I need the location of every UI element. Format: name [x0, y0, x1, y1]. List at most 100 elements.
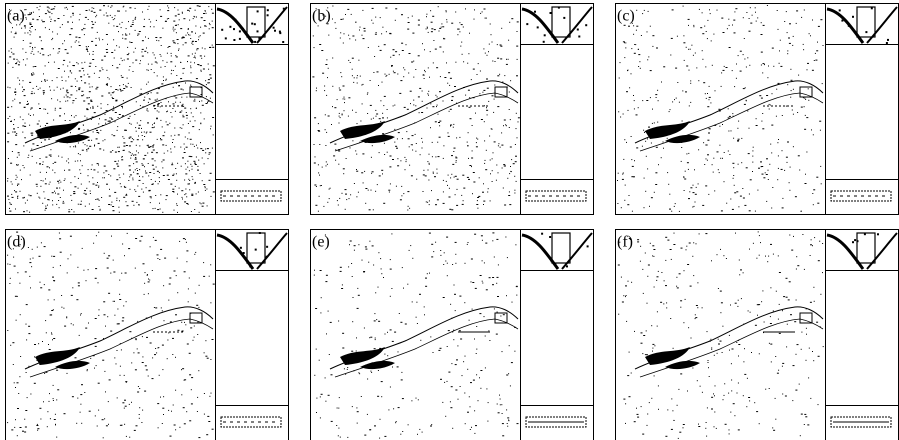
- speckle: [431, 31, 433, 32]
- speckle: [95, 278, 97, 279]
- speckle: [138, 152, 139, 153]
- speckle: [179, 427, 180, 428]
- speckle: [459, 137, 460, 138]
- speckle: [119, 85, 120, 86]
- speckle: [470, 406, 471, 407]
- speckle: [415, 151, 416, 152]
- speckle: [58, 68, 60, 69]
- speckle: [365, 203, 366, 204]
- speckle: [455, 12, 456, 13]
- speckle: [691, 338, 692, 339]
- inset-speckle: [266, 256, 268, 258]
- inset-speckle: [234, 19, 236, 21]
- speckle: [150, 26, 151, 27]
- speckle: [749, 18, 750, 19]
- speckle: [724, 66, 725, 67]
- speckle: [209, 47, 211, 48]
- speckle: [648, 127, 650, 128]
- inset-speckle: [233, 28, 235, 30]
- speckle: [205, 356, 207, 357]
- speckle: [498, 264, 499, 265]
- speckle: [457, 34, 458, 35]
- speckle: [148, 147, 150, 148]
- speckle: [82, 150, 84, 151]
- speckle: [186, 35, 187, 36]
- speckle: [11, 106, 12, 107]
- speckle: [631, 159, 632, 160]
- speckle: [795, 196, 797, 197]
- speckle: [499, 74, 500, 75]
- speckle: [439, 28, 441, 29]
- speckle: [86, 280, 87, 281]
- speckle: [108, 6, 109, 7]
- speckle: [189, 420, 191, 421]
- speckle: [340, 267, 342, 268]
- speckle: [432, 142, 433, 143]
- speckle: [153, 208, 154, 209]
- speckle: [641, 406, 642, 407]
- inset-speckle: [852, 16, 854, 18]
- speckle: [72, 6, 74, 7]
- speckle: [160, 106, 161, 107]
- speckle: [190, 67, 191, 68]
- speckle: [482, 260, 483, 261]
- speckle: [180, 89, 182, 90]
- speckle: [768, 170, 769, 171]
- speckle: [352, 75, 353, 76]
- speckle: [7, 181, 8, 182]
- speckle: [690, 102, 691, 103]
- speckle: [752, 156, 753, 157]
- speckle: [707, 407, 708, 408]
- speckle: [161, 56, 162, 57]
- speckle: [198, 160, 199, 161]
- speckle: [145, 173, 147, 174]
- speckle: [490, 200, 491, 201]
- speckle: [625, 423, 626, 424]
- speckle: [208, 6, 209, 7]
- speckle: [204, 163, 205, 164]
- speckle: [711, 349, 712, 350]
- speckle: [477, 139, 478, 140]
- speckle: [755, 325, 757, 326]
- speckle: [80, 14, 81, 15]
- speckle: [11, 121, 12, 122]
- speckle: [409, 165, 410, 166]
- speckle: [178, 14, 180, 15]
- speckle: [683, 427, 684, 428]
- speckle: [96, 87, 98, 88]
- speckle: [348, 116, 349, 117]
- inset-speckle: [239, 38, 241, 40]
- speckle: [404, 107, 406, 108]
- speckle: [103, 5, 105, 6]
- speckle: [665, 237, 667, 238]
- speckle: [744, 348, 745, 349]
- speckle: [167, 18, 168, 19]
- speckle: [91, 119, 92, 120]
- speckle: [72, 287, 73, 288]
- speckle: [820, 130, 821, 131]
- speckle: [638, 66, 639, 67]
- speckle: [500, 46, 502, 47]
- speckle: [728, 393, 729, 394]
- speckle: [363, 182, 364, 183]
- speckle: [315, 308, 317, 309]
- speckle: [472, 309, 473, 310]
- speckle: [402, 267, 403, 268]
- speckle: [753, 243, 754, 244]
- speckle: [733, 167, 734, 168]
- speckle: [117, 397, 118, 398]
- speckle: [504, 166, 506, 167]
- speckle: [128, 83, 129, 84]
- speckle: [802, 234, 803, 235]
- speckle: [147, 9, 148, 10]
- speckle: [390, 296, 391, 297]
- speckle: [141, 236, 143, 237]
- speckle: [165, 66, 166, 67]
- speckle: [20, 117, 21, 118]
- speckle: [79, 19, 80, 20]
- speckle: [777, 10, 778, 11]
- speckle: [23, 80, 24, 81]
- speckle: [423, 174, 425, 175]
- speckle: [61, 77, 62, 78]
- speckle: [782, 394, 783, 395]
